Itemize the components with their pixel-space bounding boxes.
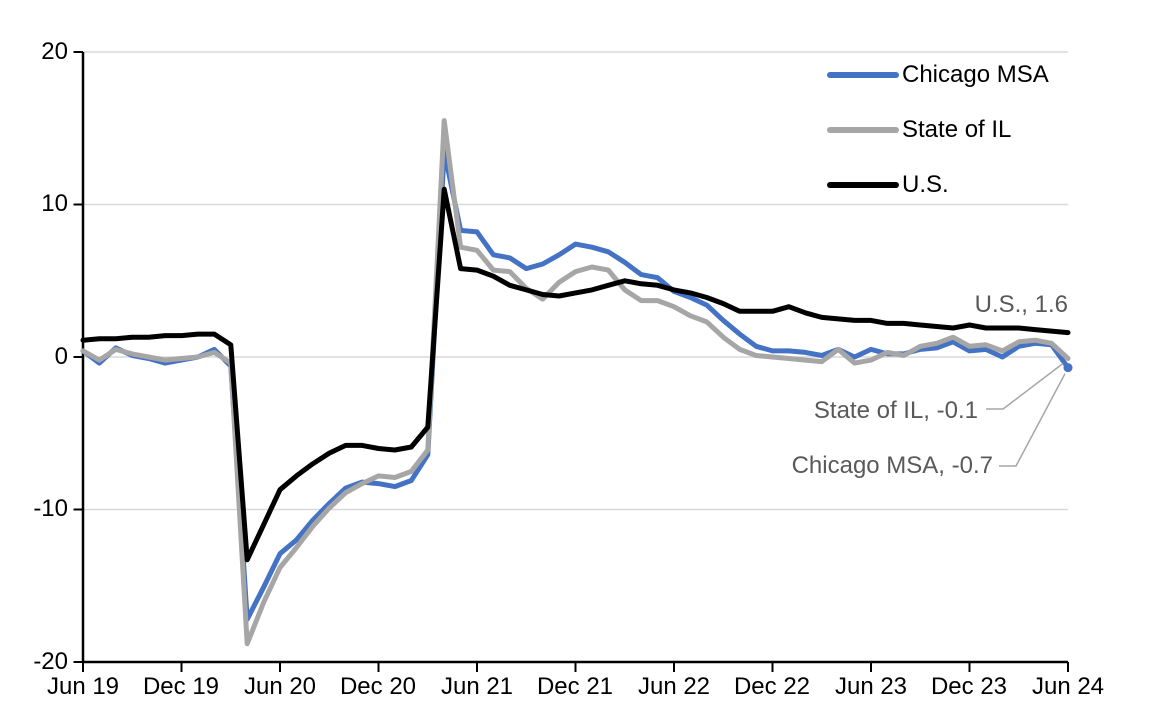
x-axis-label-jun22: Jun 22	[637, 673, 711, 700]
legend-label-chicago-msa: Chicago MSA	[902, 61, 1049, 88]
x-axis-label-dec23: Dec 23	[930, 673, 1008, 700]
series-line-u-s	[80, 186, 1071, 563]
x-axis-label-dec19: Dec 19	[142, 673, 220, 700]
legend-label-us: U.S.	[902, 171, 949, 198]
annotation-us: U.S., 1.6	[974, 291, 1068, 318]
y-axis-label-20: 20	[41, 38, 68, 65]
y-axis-label-neg10: -10	[33, 495, 68, 522]
legend-label-state-of-il: State of IL	[902, 116, 1012, 143]
x-axis-label-jun23: Jun 23	[834, 673, 908, 700]
legend-line-chicago-msa-icon	[827, 72, 899, 78]
legend-item-state-of-il: State of IL	[827, 115, 1011, 145]
x-axis-label-dec21: Dec 21	[536, 673, 614, 700]
series-end-dot-chicago-msa	[1063, 363, 1073, 373]
series-line-state-of-il	[80, 118, 1071, 647]
leader-line-chicago-msa	[999, 373, 1066, 467]
y-axis-label-neg20: -20	[33, 648, 68, 675]
x-axis-label-jun24: Jun 24	[1031, 673, 1105, 700]
x-axis-label-dec20: Dec 20	[339, 673, 417, 700]
annotation-state-of-il: State of IL, -0.1	[813, 397, 978, 424]
legend-line-state-of-il-icon	[827, 127, 899, 133]
annotation-chicago-msa: Chicago MSA, -0.7	[791, 452, 993, 479]
legend-item-chicago-msa: Chicago MSA	[827, 60, 1049, 90]
leader-line-state-of-il	[986, 362, 1064, 410]
x-axis-label-dec22: Dec 22	[733, 673, 811, 700]
x-axis-label-jun21: Jun 21	[440, 673, 514, 700]
y-axis-label-10: 10	[41, 190, 68, 217]
legend-line-us-icon	[827, 182, 899, 188]
y-axis-label-0: 0	[54, 343, 68, 370]
x-axis-label-jun20: Jun 20	[243, 673, 317, 700]
x-axis-label-jun19: Jun 19	[46, 673, 120, 700]
legend-item-us: U.S.	[827, 170, 949, 200]
